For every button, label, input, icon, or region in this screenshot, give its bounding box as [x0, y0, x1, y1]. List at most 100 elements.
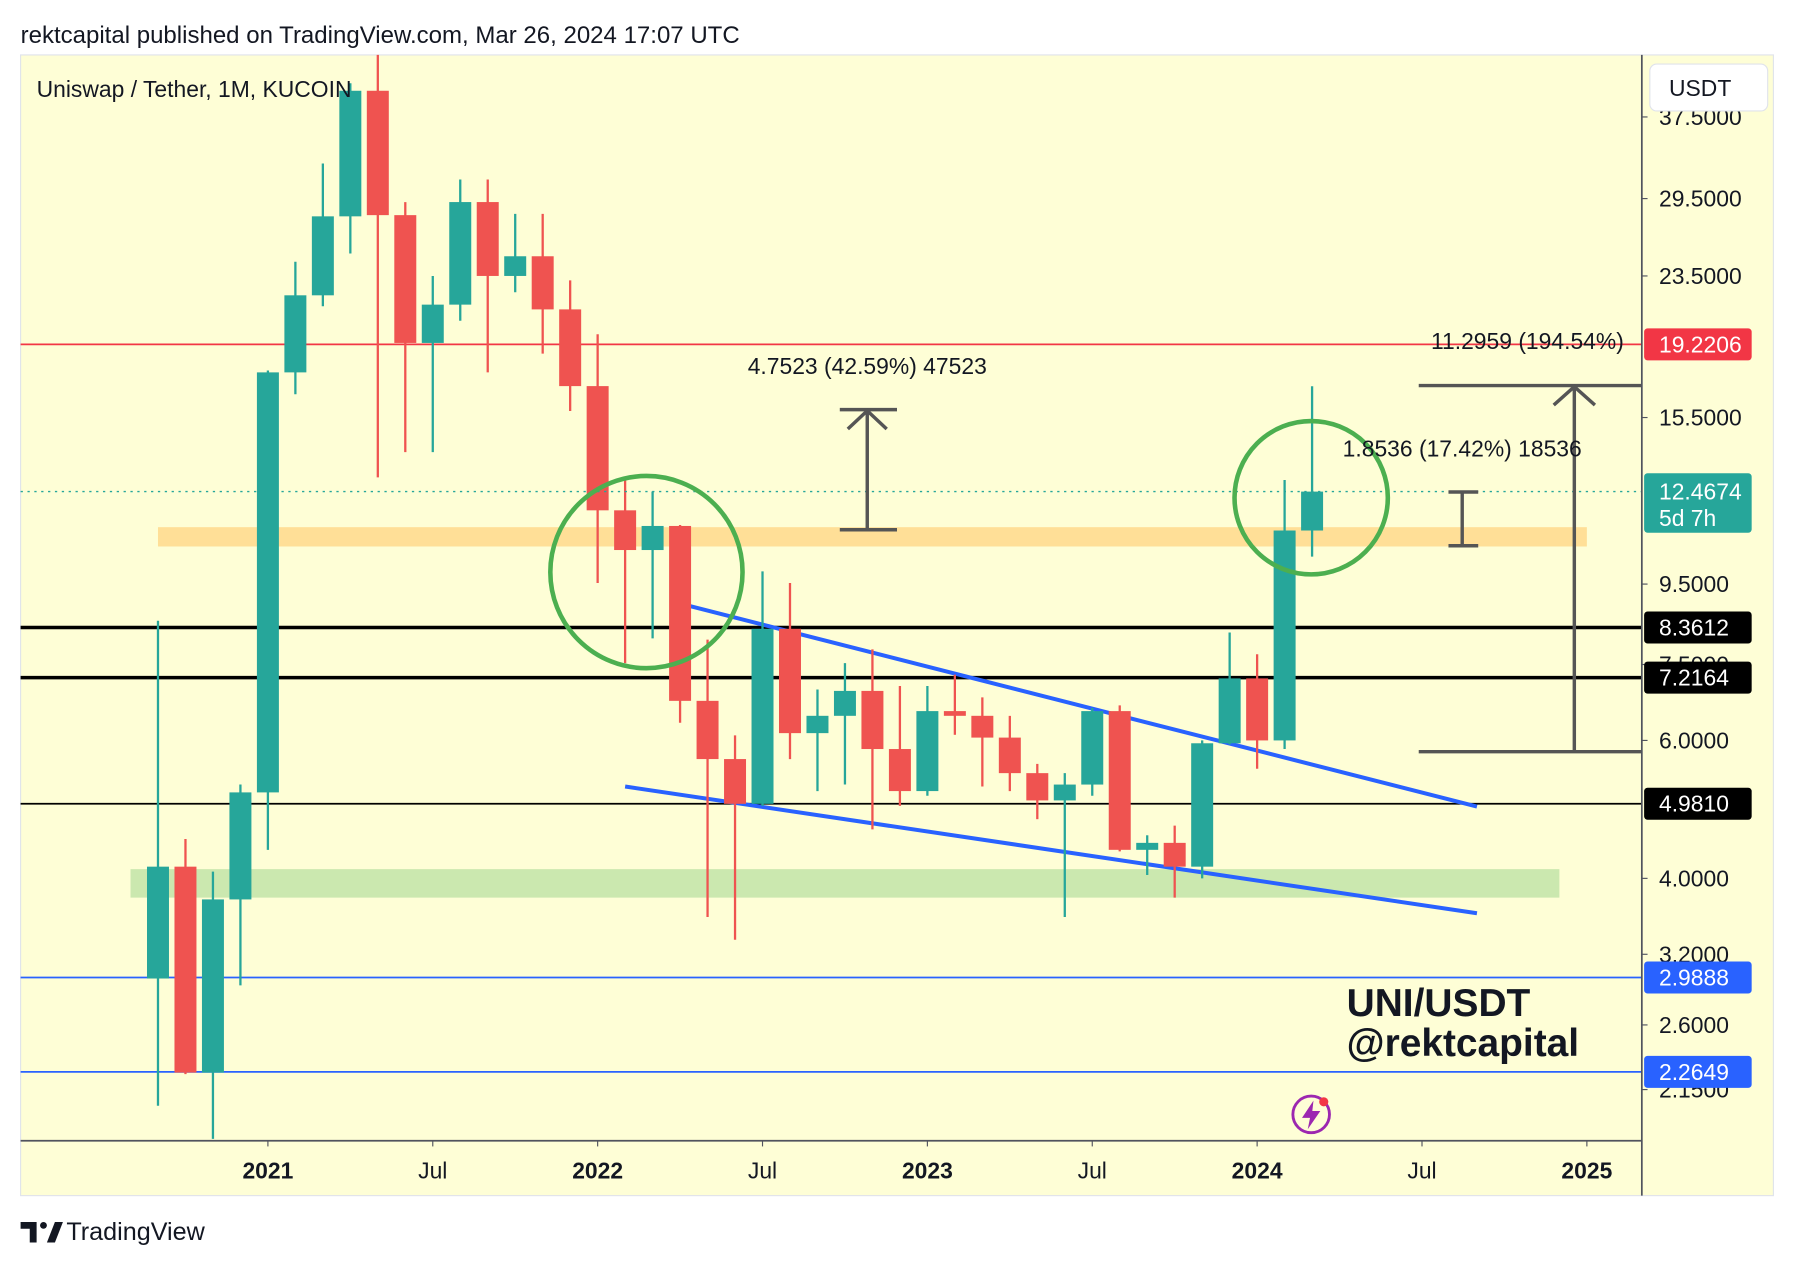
y-tick-label: 29.5000 [1659, 186, 1742, 212]
candle-body [284, 295, 307, 373]
symbol-title: Uniswap / Tether, 1M, KUCOIN [37, 76, 352, 102]
candle-body [1163, 842, 1186, 867]
axes: 37.500029.500023.500015.50009.50007.5000… [242, 104, 1752, 1183]
x-tick-label: 2023 [902, 1157, 953, 1183]
y-tick-label: 9.5000 [1659, 571, 1729, 597]
price-tag-label: 8.3612 [1659, 615, 1729, 641]
candle-body [201, 899, 224, 1073]
price-tag [1644, 1055, 1752, 1088]
candle-body [1273, 530, 1296, 741]
y-tick-label: 4.0000 [1659, 865, 1729, 891]
price-tag [1644, 328, 1752, 361]
price-tag [1644, 787, 1752, 820]
currency-button-label[interactable]: USDT [1669, 75, 1731, 101]
candle-body [943, 711, 966, 716]
y-tick-label: 23.5000 [1659, 263, 1742, 289]
x-tick-label: 2025 [1561, 1157, 1612, 1183]
candle-body [1136, 842, 1159, 850]
measure-label: 1.8536 (17.42%) 18536 [1343, 436, 1582, 462]
x-tick-label: Jul [418, 1157, 447, 1183]
candle-body [256, 372, 279, 793]
currency-button[interactable]: USDT [1649, 63, 1769, 112]
candle-body [229, 792, 252, 900]
candle-body [1191, 743, 1214, 867]
price-tag-label: 2.9888 [1659, 965, 1729, 991]
x-tick-label: Jul [1407, 1157, 1436, 1183]
x-tick-label: Jul [1078, 1157, 1107, 1183]
price-zone [130, 869, 1560, 898]
candle-body [779, 628, 801, 734]
publish-header: rektcapital published on TradingView.com… [21, 22, 740, 49]
price-tag-label: 2.2649 [1659, 1059, 1729, 1085]
price-tag [1644, 961, 1752, 994]
candle-body [476, 202, 499, 276]
countdown-label: 5d 7h [1659, 505, 1716, 531]
last-price-label: 12.4674 [1659, 479, 1742, 505]
candle-body [1108, 711, 1131, 850]
candle-body [394, 215, 417, 343]
candle-body [861, 690, 884, 750]
watermark: @rektcapital [1347, 1022, 1579, 1065]
candle-body [1218, 678, 1241, 744]
x-tick-label: 2022 [572, 1157, 623, 1183]
candle-body [669, 525, 692, 701]
currency-button-bg[interactable] [1649, 63, 1769, 112]
candle-body [174, 866, 197, 1073]
measure-bracket [1448, 490, 1479, 548]
candle-body [311, 216, 334, 296]
candle-body [504, 256, 527, 276]
candle-body [586, 386, 609, 511]
x-tick-label: Jul [748, 1157, 777, 1183]
candle-body [888, 749, 911, 792]
candle-body [1026, 773, 1049, 801]
price-tag-label: 7.2164 [1659, 665, 1729, 691]
watermark: UNI/USDT [1347, 982, 1531, 1025]
candle-body [366, 90, 389, 216]
candle-body [806, 715, 829, 734]
candle-body [1301, 491, 1324, 531]
price-tag-label: 19.2206 [1659, 331, 1742, 357]
candle-body [146, 866, 169, 979]
candle-body [724, 759, 747, 804]
candle-body [998, 737, 1021, 774]
trendline [679, 601, 1478, 809]
candle-body [339, 90, 362, 217]
measure-bracket [1418, 383, 1642, 754]
candle-body [641, 525, 664, 551]
tv-logo [20, 1221, 63, 1243]
price-zone [157, 527, 1587, 547]
price-tag [1644, 661, 1752, 694]
y-tick-label: 6.0000 [1659, 727, 1729, 753]
x-tick-label: 2021 [242, 1157, 293, 1183]
price-tag-label: 4.9810 [1659, 791, 1729, 817]
candle-body [971, 715, 994, 738]
candle-body [1246, 678, 1269, 741]
highlight-circle [548, 473, 745, 671]
candle-body [751, 628, 774, 804]
plot-area [20, 54, 1642, 1139]
measure-bracket [839, 407, 898, 532]
x-tick-label: 2024 [1232, 1157, 1283, 1183]
y-tick-label: 15.5000 [1659, 405, 1742, 431]
measure-label: 4.7523 (42.59%) 47523 [748, 353, 987, 379]
trendline [624, 784, 1478, 916]
footer-brand: TradingView [66, 1218, 205, 1246]
candle-body [449, 202, 472, 305]
candle-body [833, 690, 856, 716]
candle-body [1053, 784, 1076, 801]
candle-body [531, 256, 554, 310]
drawings: 4.7523 (42.59%) 47523 1.8536 (17.42%) 18… [37, 76, 1642, 1135]
candle-body [559, 309, 582, 387]
candle-body [916, 711, 939, 792]
alert-icon [1291, 1094, 1331, 1135]
candle-body [421, 304, 444, 343]
candle-body [1081, 711, 1104, 785]
highlight-circle [1232, 418, 1391, 577]
candle-body [696, 700, 719, 760]
last-price-tag [1644, 473, 1752, 533]
y-tick-label: 2.6000 [1659, 1012, 1729, 1038]
candle-body [614, 510, 637, 551]
price-tag [1644, 611, 1752, 644]
